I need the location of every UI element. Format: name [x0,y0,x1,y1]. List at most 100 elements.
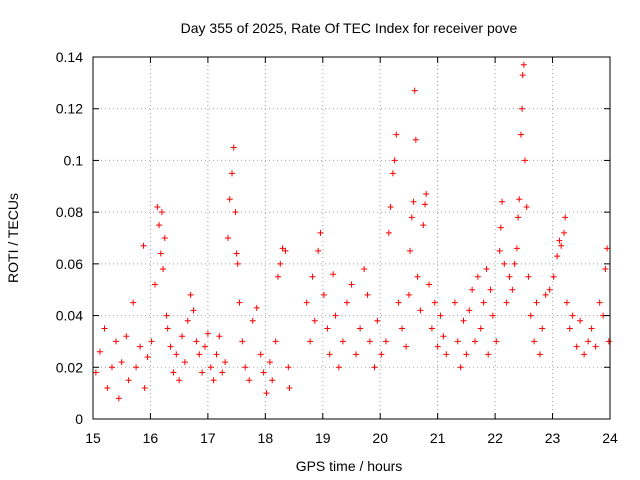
x-tick-label: 20 [372,430,388,446]
roti-point [558,242,565,249]
roti-point [604,245,611,252]
roti-point [207,364,214,371]
roti-point [234,260,241,267]
roti-point [520,61,527,68]
roti-point [330,271,337,278]
roti-point [137,343,144,350]
roti-point [405,291,412,298]
roti-point [233,250,240,257]
roti-point [148,338,155,345]
roti-point [410,198,417,205]
roti-point [554,253,561,260]
roti-point [499,198,506,205]
roti-point [382,338,389,345]
roti-point [477,325,484,332]
roti-point [222,359,229,366]
roti-point [511,260,518,267]
roti-point [285,364,292,371]
plot-frame [92,56,611,420]
roti-point [483,266,490,273]
roti-point [213,351,220,358]
roti-point [226,196,233,203]
roti-point [309,273,316,280]
roti-point [472,338,479,345]
roti-point [286,384,293,391]
roti-point [92,369,99,376]
roti-point [260,369,267,376]
roti-point [157,250,164,257]
roti-point [224,235,231,241]
roti-point [562,214,569,221]
roti-point [176,377,183,384]
roti-point [156,222,163,229]
roti-point [158,209,165,216]
roti-point [561,229,568,236]
roti-point [219,369,226,376]
roti-point [469,286,476,293]
roti-point [417,307,424,314]
roti-point [493,338,500,345]
roti-point [253,304,260,311]
roti-point [422,201,429,208]
roti-point [173,351,180,358]
roti-point [407,247,414,254]
roti-point [454,338,461,345]
chart-title: Day 355 of 2025, Rate Of TEC Index for r… [181,20,518,36]
roti-point [181,359,188,366]
roti-point [434,343,441,350]
roti-point [115,395,122,402]
roti-point [485,351,492,358]
roti-point [536,351,543,358]
roti-point [272,338,279,345]
roti-point [563,299,570,306]
roti-point [592,343,599,350]
roti-point [588,325,595,332]
x-tick-label: 21 [430,430,446,446]
roti-point [317,229,324,236]
roti-point [130,299,137,306]
roti-point [303,299,310,306]
roti-point [426,281,433,288]
y-tick-label: 0.06 [56,256,83,272]
roti-point [399,325,406,332]
roti-point [311,317,318,324]
roti-point [364,291,371,298]
roti-point [164,325,171,332]
roti-point [118,359,125,366]
roti-point [249,317,256,324]
roti-point [550,273,557,280]
roti-point [108,364,115,371]
roti-point [144,353,151,360]
x-tick-label: 19 [315,430,331,446]
roti-point [320,291,327,298]
roti-point [497,224,504,231]
roti-point [451,299,458,306]
roti-point [443,351,450,358]
roti-point [335,364,342,371]
roti-point [463,351,470,358]
roti-point [487,286,494,293]
roti-point [395,299,402,306]
y-tick-label: 0.12 [56,101,83,117]
roti-point [282,247,289,254]
y-tick-label: 0.1 [64,152,84,168]
roti-point [371,364,378,371]
roti-point [596,299,603,306]
roti-point [274,273,281,280]
roti-point [602,266,609,273]
roti-point [279,245,286,252]
roti-point [474,273,481,280]
roti-point [141,384,148,391]
roti-point [196,351,203,358]
y-tick-label: 0.14 [56,49,83,65]
roti-point [112,338,119,345]
roti-point [104,384,111,391]
roti-point [277,260,284,267]
roti-point [519,105,526,112]
roti-point [140,242,147,249]
roti-point [460,317,467,324]
roti-point [160,266,167,273]
y-tick-label: 0.08 [56,204,83,220]
roti-point [187,291,194,298]
roti-point [546,286,553,293]
